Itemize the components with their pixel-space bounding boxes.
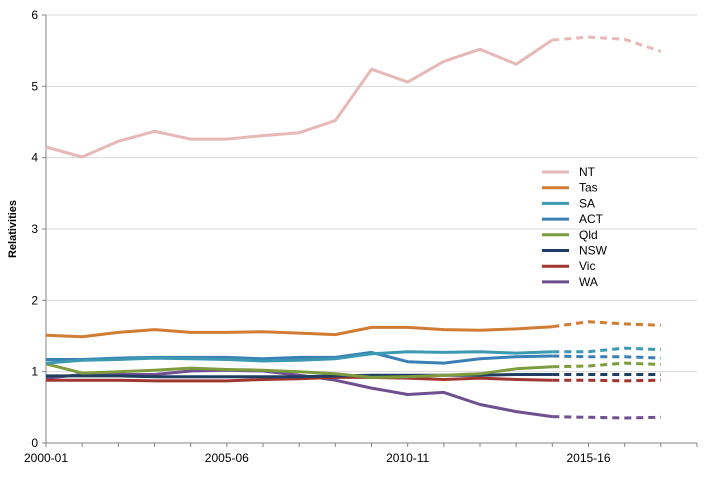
series-projection-vic	[552, 378, 661, 383]
y-tick-label: 0	[31, 436, 38, 450]
series-projection-sa	[552, 346, 661, 354]
y-tick-label: 3	[31, 222, 38, 236]
series-projection-wa	[552, 415, 661, 420]
legend-label-vic: Vic	[579, 259, 595, 273]
series-projection-qld	[552, 361, 661, 369]
y-tick-label: 2	[31, 293, 38, 307]
legend-label-sa: SA	[579, 196, 595, 210]
series-line-sa	[45, 350, 553, 365]
legend-label-wa: WA	[579, 275, 598, 289]
y-axis-label: Relativities	[7, 200, 19, 258]
y-tick-label: 6	[31, 8, 38, 22]
y-tick-label: 4	[31, 151, 38, 165]
legend-label-qld: Qld	[579, 228, 598, 242]
x-tick-label: 2005-06	[205, 451, 249, 465]
x-tick-label: 2000-01	[24, 451, 68, 465]
legend-label-act: ACT	[579, 212, 604, 226]
legend-label-nsw: NSW	[579, 244, 608, 258]
series-line-vic	[46, 375, 553, 383]
series-lines	[45, 35, 662, 420]
x-tick-label: 2010-11	[386, 451, 429, 465]
series-projection-nt	[552, 35, 662, 53]
axes	[42, 14, 698, 447]
series-line-nt	[45, 38, 554, 159]
x-tick-label: 2015-16	[566, 451, 610, 465]
series-projection-tas	[552, 320, 661, 329]
series-projection-act	[552, 354, 661, 360]
series-line-qld	[45, 362, 553, 379]
series-line-tas	[45, 325, 553, 339]
legend-label-tas: Tas	[579, 181, 598, 195]
tick-labels: 0 1 2 3 4 5 6 2000-01 2005-06 2010-11 2015-16	[24, 8, 611, 465]
y-tick-label: 5	[31, 79, 38, 93]
gridlines	[46, 14, 697, 373]
y-tick-label: 1	[31, 365, 38, 379]
legend-label-nt: NT	[579, 165, 596, 179]
